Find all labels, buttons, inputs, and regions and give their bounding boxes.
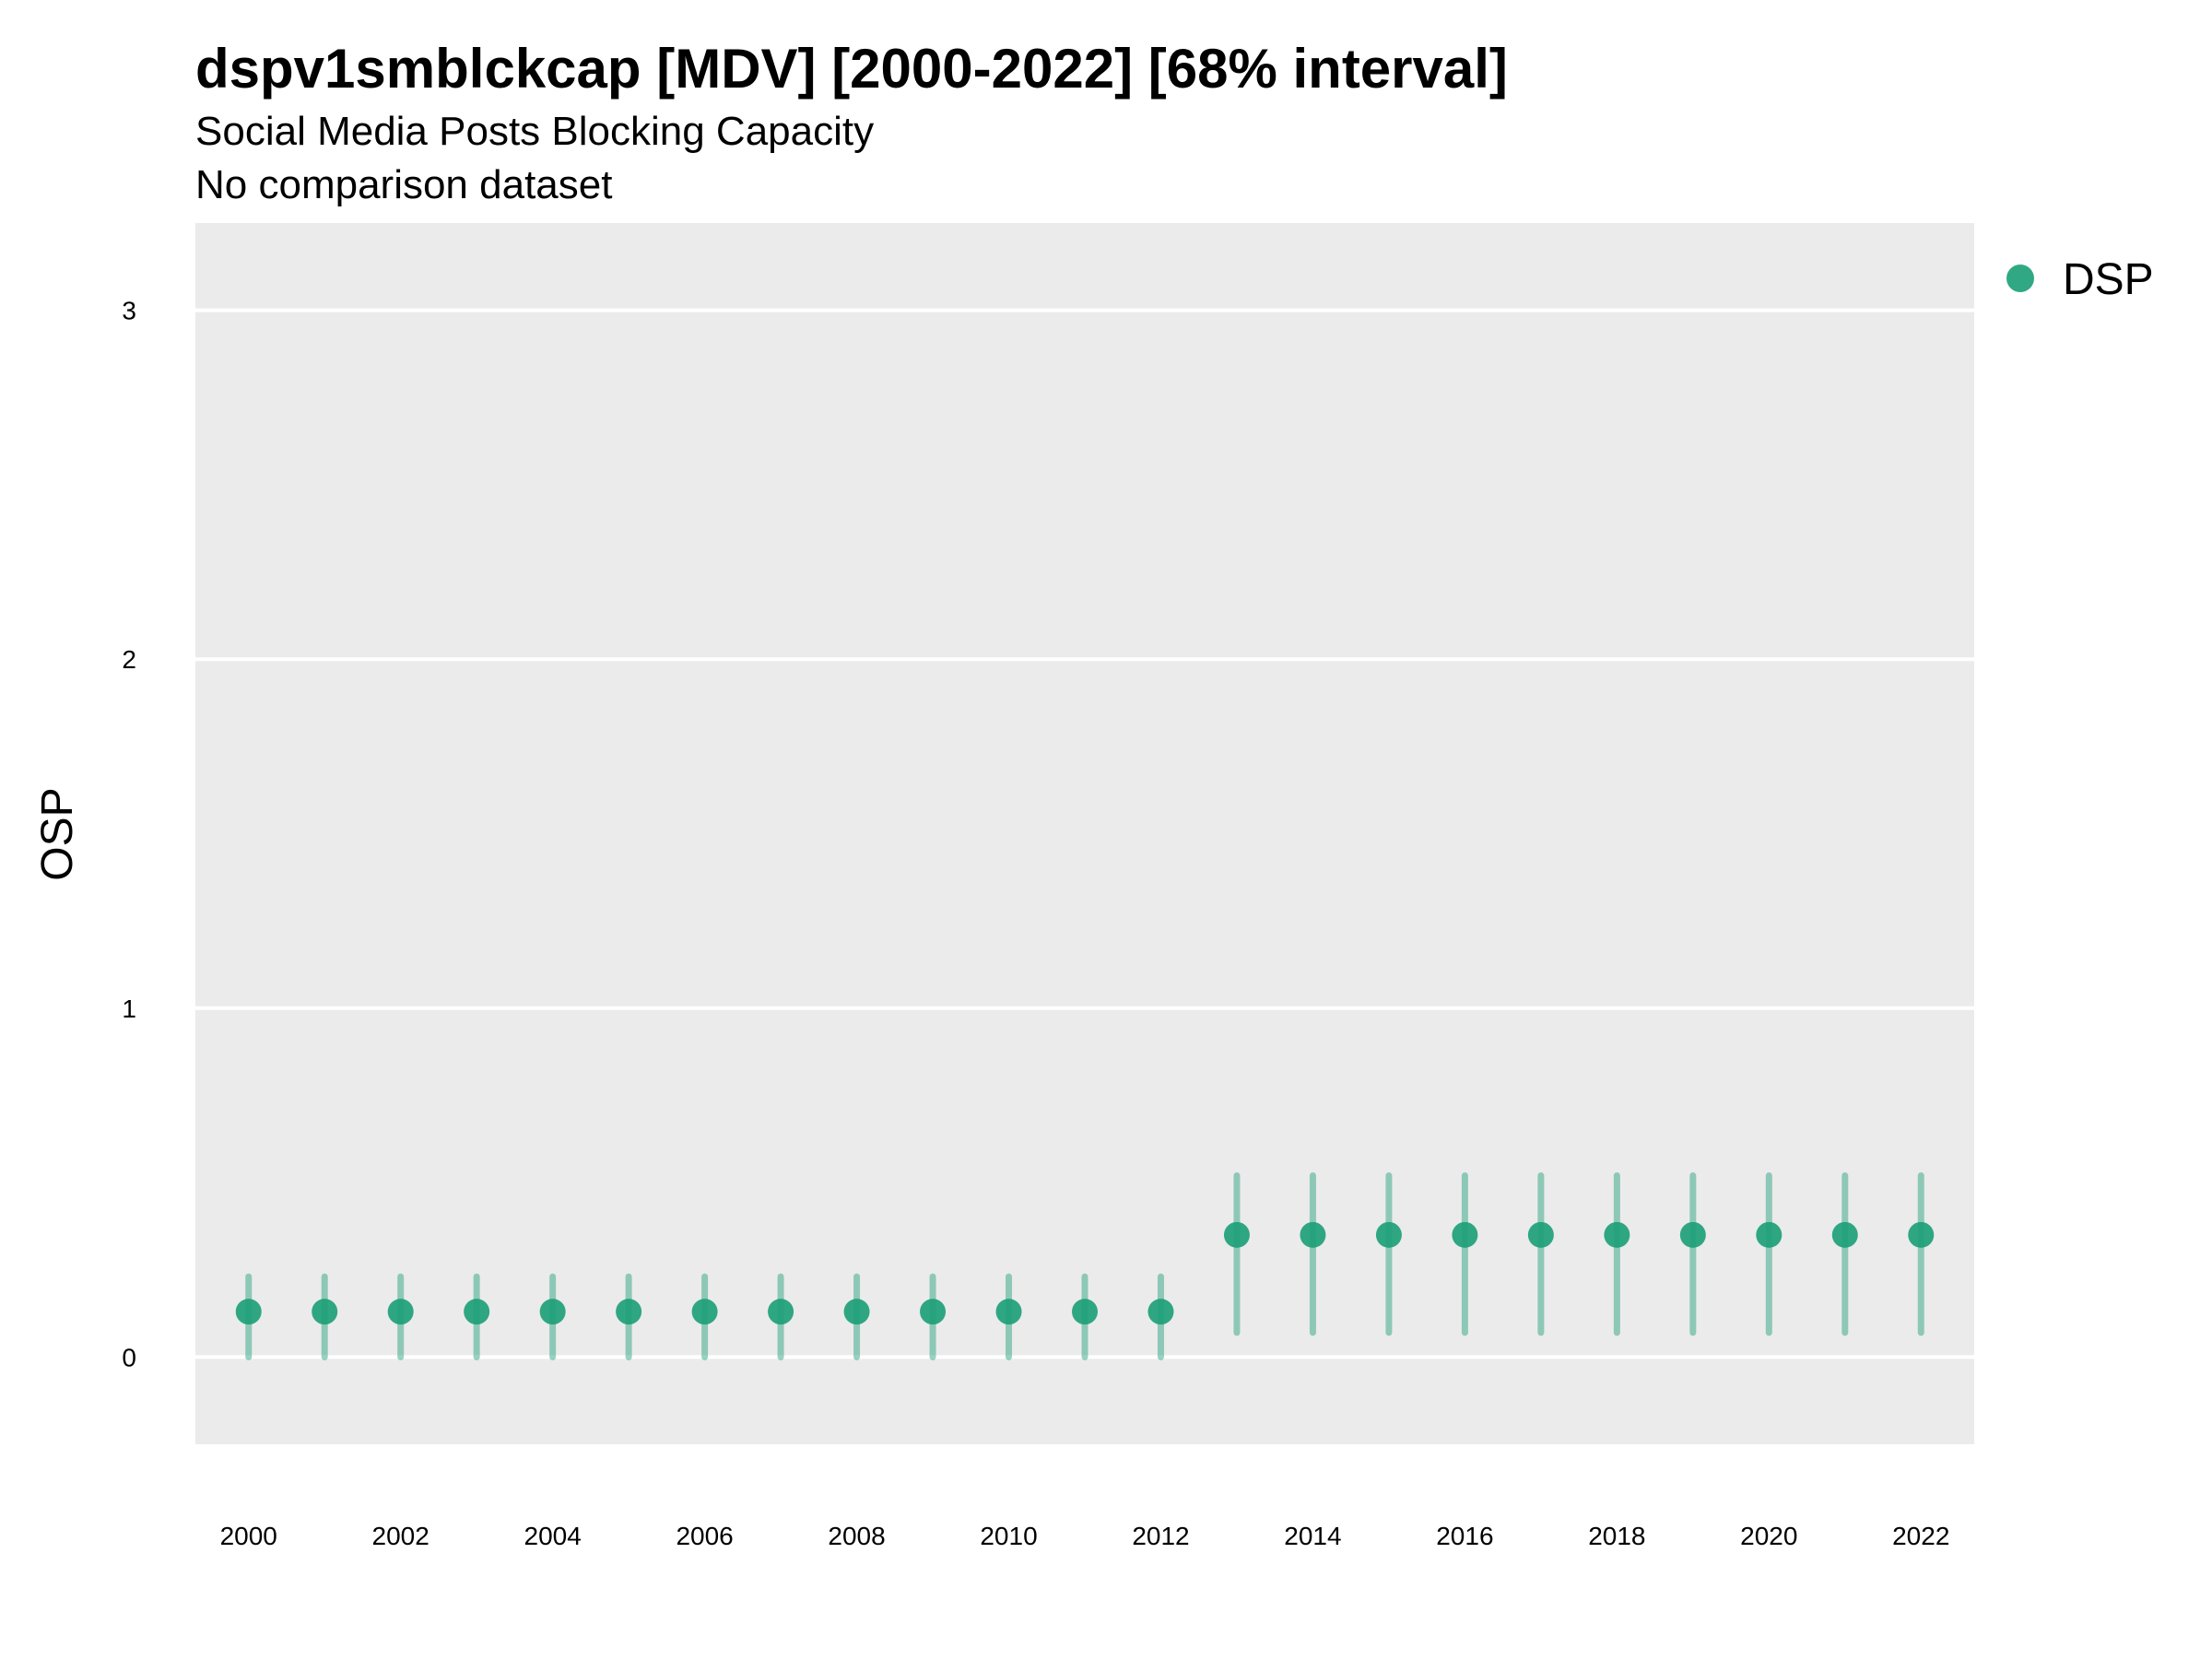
legend: DSP [2006, 255, 2154, 304]
data-point [995, 1299, 1022, 1325]
data-point [464, 1299, 490, 1325]
x-tick-label: 2002 [372, 1522, 429, 1550]
data-point [235, 1299, 262, 1325]
y-tick-label: 3 [122, 297, 136, 325]
chart-caption: No comparison dataset [195, 162, 612, 207]
data-point [616, 1299, 642, 1325]
x-tick-label: 2014 [1284, 1522, 1341, 1550]
legend-label: DSP [2063, 255, 2154, 304]
y-tick-label: 2 [122, 645, 136, 674]
data-point [920, 1299, 947, 1325]
x-tick-label: 2016 [1436, 1522, 1493, 1550]
y-axis-label: OSP [33, 787, 82, 880]
x-tick-label: 2004 [524, 1522, 582, 1550]
data-point [768, 1299, 794, 1325]
data-point [1604, 1221, 1630, 1248]
x-tick-label: 2018 [1588, 1522, 1645, 1550]
legend-marker [2006, 265, 2034, 292]
data-point [1452, 1221, 1478, 1248]
data-point [1375, 1221, 1402, 1248]
data-point [1072, 1299, 1098, 1325]
x-tick-label: 2022 [1892, 1522, 1949, 1550]
data-point [1527, 1221, 1554, 1248]
data-marks [235, 1172, 1935, 1360]
plot-panel [195, 223, 1974, 1444]
x-tick-label: 2006 [676, 1522, 733, 1550]
chart-subtitle: Social Media Posts Blocking Capacity [195, 109, 874, 154]
chart-title: dspv1smblckcap [MDV] [2000-2022] [68% in… [195, 38, 1508, 100]
y-axis: 0 1 2 3 [122, 297, 136, 1372]
data-point [843, 1299, 870, 1325]
data-point [1300, 1221, 1326, 1248]
data-point [1223, 1221, 1250, 1248]
y-tick-label: 1 [122, 994, 136, 1023]
data-point [1679, 1221, 1706, 1248]
x-axis: 2000 2002 2004 2006 2008 2010 2012 2014 2016 2018… [220, 1522, 1950, 1550]
x-tick-label: 2000 [220, 1522, 277, 1550]
data-point [1831, 1221, 1858, 1248]
data-point [387, 1299, 414, 1325]
data-point [1908, 1221, 1935, 1248]
y-tick-label: 0 [122, 1343, 136, 1371]
data-point [1756, 1221, 1783, 1248]
gridlines [195, 308, 1974, 1359]
data-point [691, 1299, 718, 1325]
x-tick-label: 2010 [980, 1522, 1037, 1550]
data-point [312, 1299, 338, 1325]
x-tick-label: 2008 [828, 1522, 885, 1550]
data-point [539, 1299, 566, 1325]
x-tick-label: 2012 [1132, 1522, 1189, 1550]
data-point [1147, 1299, 1174, 1325]
x-tick-label: 2020 [1740, 1522, 1797, 1550]
